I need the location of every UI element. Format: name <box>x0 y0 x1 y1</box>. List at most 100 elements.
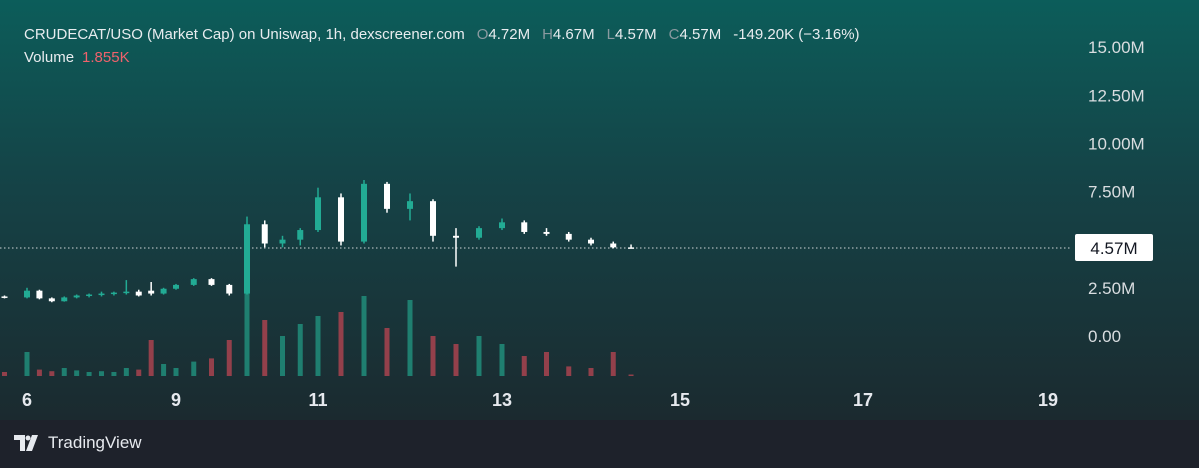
candle-body <box>338 197 344 242</box>
volume-bar <box>99 371 104 376</box>
close-key: C <box>668 26 680 43</box>
volume-bar <box>280 336 285 376</box>
volume-bar <box>384 328 390 376</box>
candle-body <box>565 233 572 240</box>
volume-bar <box>36 369 42 376</box>
candle-body <box>208 279 215 285</box>
x-tick-label: 6 <box>22 390 32 410</box>
candle-body <box>279 239 286 244</box>
change: -149.20K (−3.16%) <box>733 26 860 43</box>
plot-area <box>0 0 1199 420</box>
volume-bar <box>148 340 154 376</box>
open-value: 4.72M <box>488 26 531 43</box>
volume-bar <box>315 316 321 376</box>
volume-bar <box>499 344 505 376</box>
volume-key: Volume <box>24 49 75 66</box>
candle-body <box>190 279 197 285</box>
volume-bar <box>49 371 55 376</box>
volume-bar <box>262 320 268 376</box>
symbol: CRUDECAT/USO (Market Cap) on Uniswap, 1h… <box>24 26 465 43</box>
volume-bar <box>361 296 367 376</box>
volume-bar <box>566 366 572 376</box>
candle-body <box>61 297 68 302</box>
volume-bar <box>111 372 117 376</box>
volume-bar <box>476 336 482 376</box>
volume-bar <box>297 324 303 376</box>
candle-body <box>610 243 617 248</box>
candle-body <box>160 288 167 294</box>
volume-bar <box>628 374 634 376</box>
candle-body <box>48 298 55 302</box>
x-tick-label: 11 <box>308 390 327 410</box>
candle-body <box>173 284 179 289</box>
candle-body <box>244 224 250 294</box>
candle-body <box>123 291 130 294</box>
x-tick-label: 13 <box>492 390 512 410</box>
candle-body <box>361 183 367 242</box>
volume-bar <box>407 300 413 376</box>
candle-body <box>407 201 413 209</box>
close-value: 4.57M <box>679 26 722 43</box>
candle-body <box>476 228 482 238</box>
y-tick-label: 7.50M <box>1088 183 1135 202</box>
candle-body <box>36 290 43 299</box>
volume-bar <box>191 361 197 376</box>
low-value: 4.57M <box>614 26 657 43</box>
x-tick-label: 17 <box>853 390 873 410</box>
candle-body <box>588 239 594 244</box>
last-price-label: 4.57M <box>1090 239 1137 258</box>
candle-body <box>24 290 30 298</box>
candle-body <box>430 201 436 236</box>
volume-bar <box>430 336 436 376</box>
candle-body <box>86 294 93 297</box>
volume-bar <box>610 352 616 376</box>
candle-body <box>110 292 117 295</box>
volume-bar <box>1 372 7 376</box>
high-key: H <box>542 26 553 43</box>
volume-bar <box>209 358 214 376</box>
candle-body <box>384 183 390 209</box>
candle-body <box>1 296 8 298</box>
chart: 0.00 2.50M 7.50M 10.00M 12.50M 15.00M 6 9 11 13 15… <box>0 38 1153 410</box>
volume-bar <box>74 370 80 376</box>
candle-body <box>135 291 142 296</box>
x-tick-label: 15 <box>670 390 690 410</box>
open-key: O <box>476 26 489 43</box>
x-tick-label: 19 <box>1038 390 1058 410</box>
candle-body <box>628 247 635 249</box>
logo <box>14 435 38 451</box>
volume-bar <box>173 368 179 376</box>
y-tick-label: 0.00 <box>1088 327 1121 346</box>
volume-bar <box>544 352 549 376</box>
volume-bar <box>86 372 92 376</box>
candle-body <box>148 290 155 294</box>
y-tick-label: 2.50M <box>1088 279 1135 298</box>
candle-body <box>73 295 80 298</box>
candle-body <box>297 230 304 240</box>
legend-header: CRUDECAT/USO (Market Cap) on Uniswap, 1h… <box>24 26 862 43</box>
low-key: L <box>606 26 615 43</box>
volume-bar <box>61 368 67 376</box>
last-price-box <box>1075 233 1153 261</box>
candle-body <box>543 231 550 234</box>
footer[interactable]: TradingView <box>14 433 142 453</box>
candle-body <box>315 197 321 231</box>
volume-bar <box>453 344 459 376</box>
candle-body <box>98 293 105 296</box>
volume-bar <box>24 352 30 376</box>
y-tick-label: 12.50M <box>1088 86 1145 105</box>
candle-body <box>521 222 528 232</box>
volume-bar <box>244 288 250 376</box>
candle-body <box>453 235 459 238</box>
brand: TradingView <box>48 433 142 452</box>
x-tick-label: 9 <box>171 390 181 410</box>
volume-bar <box>161 364 167 376</box>
candle-body <box>261 224 268 244</box>
volume-bar <box>521 356 527 376</box>
volume-bar <box>338 312 344 376</box>
high-value: 4.67M <box>552 26 595 43</box>
y-tick-label: 15.00M <box>1088 38 1145 57</box>
volume-bar <box>136 369 142 376</box>
y-tick-label: 10.00M <box>1088 134 1145 153</box>
